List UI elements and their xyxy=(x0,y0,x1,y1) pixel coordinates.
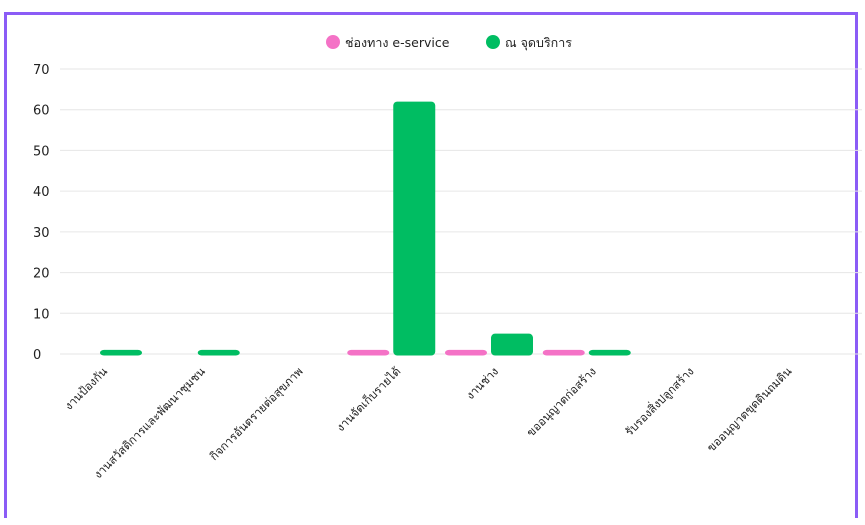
bar-eservice-5[interactable] xyxy=(542,349,585,356)
bar-counter-1[interactable] xyxy=(197,349,240,356)
bar-eservice-3[interactable] xyxy=(347,349,390,356)
legend-label-counter[interactable]: ณ จุดบริการ xyxy=(505,35,572,51)
y-tick-label: 20 xyxy=(33,267,50,282)
y-axis: 0 10 20 30 40 50 60 70 xyxy=(33,63,50,363)
bar-counter-0[interactable] xyxy=(100,349,142,356)
x-tick-label: งานจัดเก็บรายได้ xyxy=(333,364,404,435)
y-tick-label: 40 xyxy=(33,185,50,200)
x-tick-label: งานสวัสดิการและพัฒนาชุมชน xyxy=(91,364,208,481)
legend-swatch-eservice[interactable] xyxy=(326,35,340,49)
y-tick-label: 30 xyxy=(33,226,50,241)
bars xyxy=(100,101,631,356)
x-tick-label: ขออนุญาตก่อสร้าง xyxy=(524,364,599,439)
gridlines xyxy=(60,68,862,355)
bar-counter-4[interactable] xyxy=(491,333,533,356)
y-tick-label: 10 xyxy=(33,307,50,322)
bar-counter-5[interactable] xyxy=(588,349,631,356)
legend-swatch-counter[interactable] xyxy=(486,35,500,49)
x-tick-label: ขออนุญาตขุดดินถมดิน xyxy=(704,364,794,454)
y-tick-label: 60 xyxy=(33,104,50,119)
chart-card xyxy=(4,12,858,518)
legend: ช่องทาง e-service ณ จุดบริการ xyxy=(326,35,572,51)
x-tick-label: งานช่าง xyxy=(463,364,501,402)
legend-label-eservice[interactable]: ช่องทาง e-service xyxy=(345,35,450,50)
x-axis: งานป้องกันงานสวัสดิการและพัฒนาชุมชนกิจกา… xyxy=(62,364,795,482)
x-tick-label: งานป้องกัน xyxy=(62,364,111,413)
y-tick-label: 50 xyxy=(33,144,50,159)
x-tick-label: รับรองสิ่งปลูกสร้าง xyxy=(621,364,696,439)
y-tick-label: 70 xyxy=(33,63,50,78)
x-tick-label: กิจการอันตรายต่อสุขภาพ xyxy=(207,364,306,463)
bar-eservice-4[interactable] xyxy=(445,349,487,356)
y-tick-label: 0 xyxy=(33,348,41,363)
bar-counter-3[interactable] xyxy=(393,101,436,356)
